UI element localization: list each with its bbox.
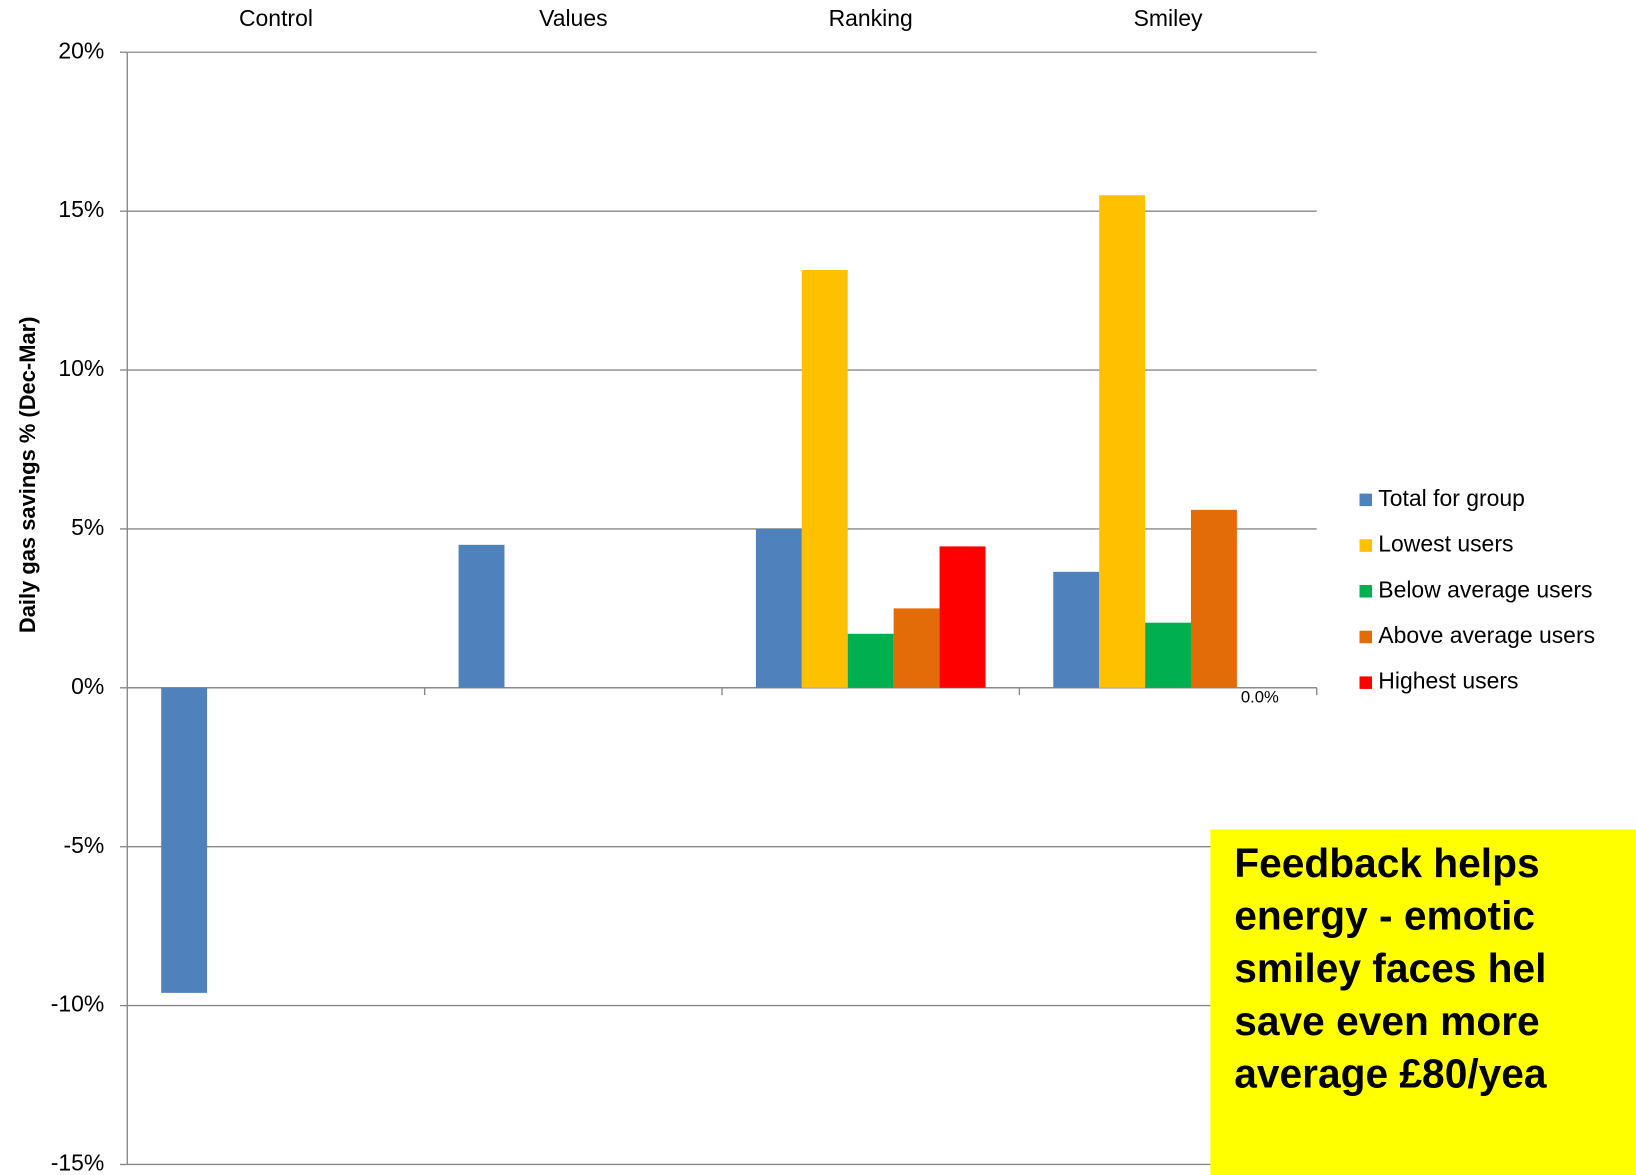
annotation-text: average £80/yea xyxy=(1234,1051,1547,1097)
bar xyxy=(893,608,940,688)
legend-label: Highest users xyxy=(1378,668,1518,694)
bar xyxy=(755,528,802,688)
bar xyxy=(458,544,505,688)
y-axis-label: Daily gas savings % (Dec-Mar) xyxy=(15,317,40,634)
y-tick-label: -5% xyxy=(64,832,105,858)
legend-label: Below average users xyxy=(1378,576,1592,602)
y-tick-label: 10% xyxy=(58,355,104,381)
annotation-text: Feedback helps xyxy=(1234,840,1539,886)
bar xyxy=(1145,622,1192,688)
bar xyxy=(1053,571,1100,688)
category-label: Values xyxy=(539,5,607,31)
bar xyxy=(847,633,894,688)
category-label: Smiley xyxy=(1134,5,1203,31)
bar xyxy=(1099,195,1146,688)
category-label: Ranking xyxy=(829,5,913,31)
legend-swatch xyxy=(1359,493,1373,507)
bar xyxy=(801,269,848,688)
annotation-box xyxy=(1210,829,1636,1175)
bar xyxy=(939,546,986,688)
y-tick-label: 5% xyxy=(71,514,104,540)
category-label: Control xyxy=(239,5,313,31)
legend-label: Lowest users xyxy=(1378,531,1513,557)
annotation-text: smiley faces hel xyxy=(1234,945,1546,991)
y-tick-label: -10% xyxy=(51,991,105,1017)
annotation-text: save even more xyxy=(1234,998,1539,1044)
legend-label: Above average users xyxy=(1378,622,1595,648)
bar xyxy=(1191,509,1237,688)
legend-swatch xyxy=(1359,676,1373,689)
y-tick-label: -15% xyxy=(51,1150,105,1175)
data-label: 0.0% xyxy=(1241,688,1279,707)
bar xyxy=(161,687,208,993)
legend-label: Total for group xyxy=(1378,485,1525,511)
y-tick-label: 20% xyxy=(58,37,104,63)
y-tick-label: 0% xyxy=(71,673,104,699)
legend-swatch xyxy=(1359,539,1373,552)
y-tick-label: 15% xyxy=(58,196,104,222)
annotation-text: energy - emotic xyxy=(1234,893,1535,939)
legend-swatch xyxy=(1359,584,1373,598)
legend-swatch xyxy=(1359,630,1373,644)
